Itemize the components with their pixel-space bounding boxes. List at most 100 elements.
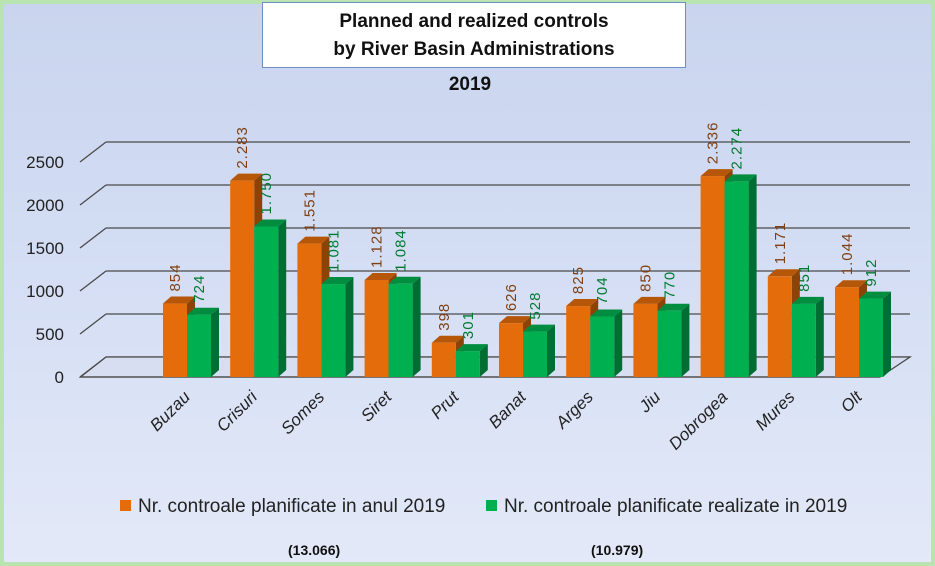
bar-realized-0: [187, 314, 211, 377]
chart-legend: Nr. controale planificate in anul 2019 N…: [120, 496, 880, 526]
y-tick-label-2: 1000: [26, 282, 64, 301]
y-tick-label-3: 1500: [26, 239, 64, 258]
bar-realized-5: [523, 331, 547, 377]
x-tick-label-5: Banat: [485, 386, 531, 432]
bar-top-1-7: [657, 303, 690, 311]
x-tick-label-0: Buzau: [146, 387, 194, 435]
bar-planned-10: [835, 287, 859, 377]
bar-top-1-2: [321, 277, 354, 285]
data-label-0-7: 850: [637, 264, 654, 292]
bar-realized-8: [724, 181, 749, 377]
x-tick-label-6: Arges: [551, 387, 597, 433]
bar-top-1-9: [791, 296, 824, 304]
x-tick-label-8: Dobrogea: [665, 387, 731, 453]
data-label-0-1: 2.283: [234, 126, 251, 169]
data-label-0-5: 626: [503, 283, 520, 311]
bar-planned-2: [297, 243, 322, 377]
bar-side-1-4: [479, 344, 488, 377]
bar-planned-1: [230, 180, 255, 377]
bar-top-0-9: [767, 269, 800, 277]
bar-top-0-10: [835, 280, 867, 288]
bar-side-1-5: [547, 324, 555, 377]
bar-top-1-6: [590, 309, 623, 317]
bar-top-0-0: [163, 296, 195, 304]
bar-realized-2: [321, 284, 346, 377]
total-planned: (13.066): [288, 542, 341, 558]
bar-top-0-4: [431, 335, 464, 343]
grid-diagonal-3: [79, 227, 107, 249]
y-tick-label-5: 2500: [26, 153, 64, 172]
bar-realized-1: [254, 226, 279, 377]
bar-top-1-3: [388, 276, 421, 284]
chart-title-box: Planned and realized controls by River B…: [262, 2, 686, 68]
data-label-1-8: 2.274: [729, 127, 746, 170]
legend-label-realized: Nr. controale planificate realizate in 2…: [504, 496, 848, 517]
chart-title-line-2: by River Basin Administrations: [333, 39, 615, 60]
total-realized: (10.979): [591, 542, 644, 558]
bar-realized-7: [657, 310, 682, 377]
data-label-1-7: 770: [661, 271, 678, 299]
bar-top-1-10: [859, 291, 891, 299]
bar-planned-4: [431, 342, 456, 377]
y-tick-label-1: 500: [36, 325, 64, 344]
data-label-0-10: 1.044: [839, 233, 856, 276]
x-tick-label-7: Jiu: [635, 387, 665, 417]
bar-side-1-3: [412, 276, 421, 377]
bar-planned-8: [700, 176, 725, 377]
legend-item-planned: Nr. controale planificate in anul 2019: [120, 496, 445, 518]
legend-label-planned: Nr. controale planificate in anul 2019: [138, 496, 446, 517]
data-label-0-0: 854: [167, 264, 184, 292]
bar-top-1-8: [724, 174, 757, 182]
bar-planned-9: [767, 276, 792, 377]
bar-top-0-5: [499, 316, 531, 324]
data-label-0-9: 1.171: [772, 222, 789, 265]
bar-side-1-0: [211, 307, 219, 377]
legend-swatch-planned: [120, 500, 131, 511]
data-label-1-3: 1.084: [393, 229, 410, 272]
bar-top-1-0: [187, 307, 219, 315]
bar-realized-4: [455, 351, 480, 377]
bar-planned-5: [499, 323, 523, 377]
bar-planned-7: [633, 303, 658, 377]
data-label-0-3: 1.128: [369, 225, 386, 268]
bar-planned-0: [163, 303, 187, 377]
x-tick-label-3: Siret: [357, 387, 396, 426]
bar-top-1-1: [254, 219, 287, 227]
bar-top-0-8: [700, 169, 733, 177]
data-label-0-4: 398: [436, 303, 453, 331]
legend-item-realized: Nr. controale planificate realizate in 2…: [486, 496, 847, 518]
data-label-1-9: 851: [796, 264, 813, 292]
bar-realized-6: [590, 316, 615, 377]
data-label-1-4: 301: [460, 311, 477, 339]
data-label-1-2: 1.081: [325, 229, 342, 272]
y-tick-label-4: 2000: [26, 196, 64, 215]
bar-side-1-6: [614, 309, 623, 377]
bar-planned-6: [566, 306, 591, 377]
bar-top-0-2: [297, 236, 330, 244]
x-tick-label-10: Olt: [837, 386, 867, 416]
data-label-0-2: 1.551: [301, 189, 318, 232]
x-tick-label-2: Somes: [277, 387, 328, 438]
bar-side-1-10: [883, 291, 891, 377]
x-tick-label-1: Crisuri: [213, 387, 262, 436]
data-label-1-10: 912: [863, 259, 880, 287]
y-tick-label-0: 0: [55, 368, 64, 387]
bar-top-1-5: [523, 324, 555, 332]
data-label-1-6: 704: [594, 276, 611, 304]
x-tick-label-9: Mures: [752, 387, 799, 434]
bar-top-0-3: [364, 272, 397, 280]
grid-diagonal-1: [79, 313, 107, 335]
bar-realized-3: [388, 283, 413, 377]
bar-side-1-2: [345, 277, 354, 377]
chart-subtitle: 2019: [448, 74, 492, 95]
bar-realized-10: [859, 298, 883, 377]
bar-top-0-7: [633, 296, 666, 304]
data-label-1-1: 1.750: [258, 172, 275, 215]
bar-side-1-7: [681, 303, 690, 377]
bar-side-1-1: [278, 219, 287, 377]
grid-diagonal-5: [79, 141, 107, 163]
legend-swatch-realized: [486, 500, 497, 511]
bar-top-1-4: [455, 344, 488, 352]
data-label-0-8: 2.336: [705, 122, 722, 165]
